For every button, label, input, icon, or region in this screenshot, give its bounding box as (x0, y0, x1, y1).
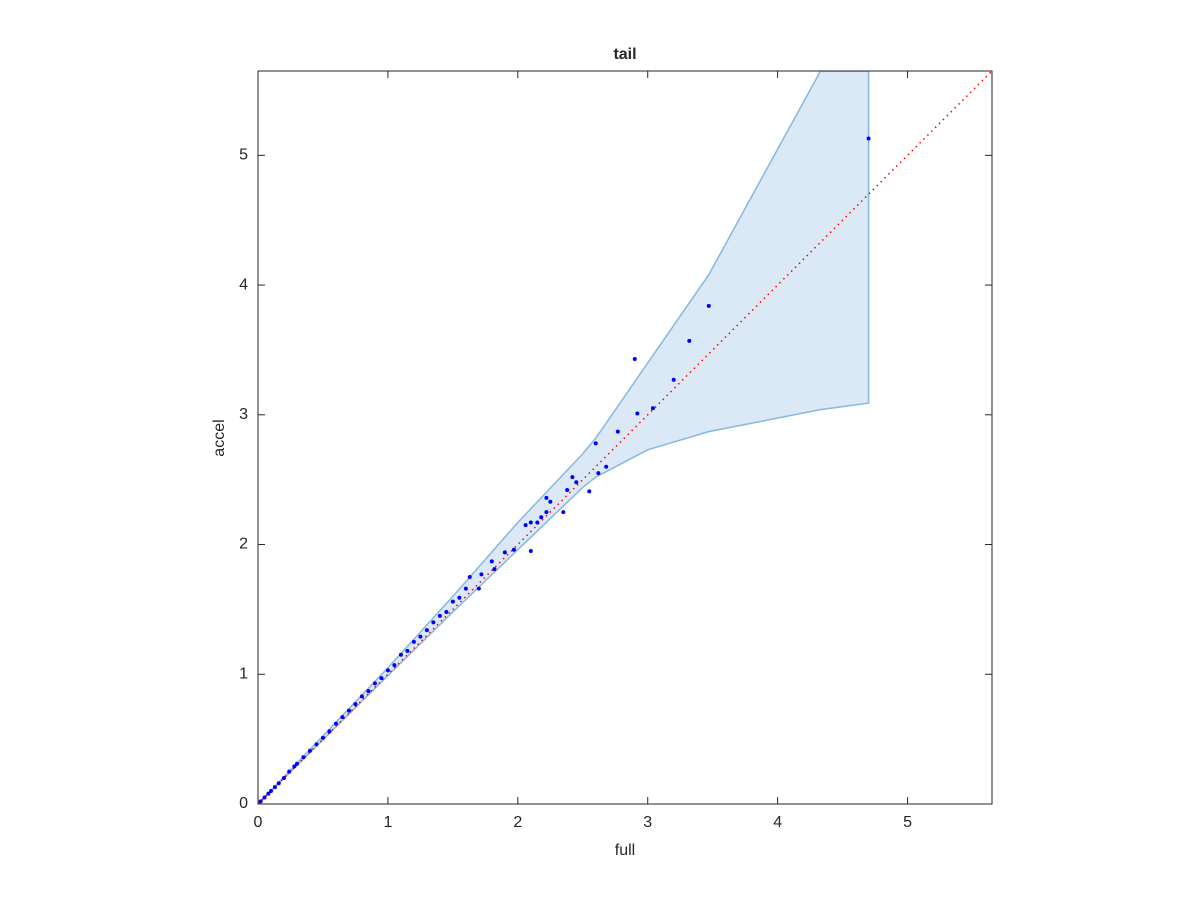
data-point (632, 357, 637, 362)
x-tick-label: 0 (254, 814, 263, 831)
data-point (457, 595, 462, 600)
data-point (535, 520, 540, 525)
data-point (268, 789, 273, 794)
data-point (405, 648, 410, 653)
x-tick-label: 3 (643, 814, 652, 831)
data-point (294, 761, 299, 766)
data-point (281, 776, 286, 781)
data-point (262, 795, 267, 800)
data-point (544, 495, 549, 500)
x-tick-label: 4 (773, 814, 782, 831)
y-tick-label: 2 (239, 536, 248, 553)
data-point (258, 799, 263, 804)
data-point (523, 523, 528, 528)
data-point (444, 609, 449, 614)
y-tick-label: 5 (239, 147, 248, 164)
y-tick-label: 1 (239, 665, 248, 682)
data-point (565, 488, 570, 493)
data-point (301, 755, 306, 760)
data-point (379, 676, 384, 681)
data-point (548, 499, 553, 504)
data-point (272, 785, 277, 790)
data-point (687, 338, 692, 343)
data-point (437, 613, 442, 618)
data-point (539, 515, 544, 520)
data-point (502, 550, 507, 555)
data-point (366, 689, 371, 694)
y-tick-label: 0 (239, 795, 248, 812)
data-point (307, 748, 312, 753)
data-point (340, 715, 345, 720)
data-point (346, 708, 351, 713)
x-axis-label: full (615, 842, 635, 859)
data-point (287, 769, 292, 774)
data-point (320, 735, 325, 740)
data-point (266, 791, 271, 796)
data-point (418, 634, 423, 639)
plot-area (258, 71, 992, 804)
y-tick-label: 3 (239, 406, 248, 423)
confidence-band (258, 71, 870, 804)
data-point (604, 464, 609, 469)
data-point (671, 377, 676, 382)
data-point (333, 721, 338, 726)
data-point (635, 411, 640, 416)
data-point (528, 549, 533, 554)
data-point (511, 547, 516, 552)
data-point (392, 663, 397, 668)
data-point (615, 429, 620, 434)
data-point (489, 559, 494, 564)
data-point (706, 303, 711, 308)
x-tick-label: 2 (513, 814, 522, 831)
data-point (587, 489, 592, 494)
data-point (570, 475, 575, 480)
data-point (476, 586, 481, 591)
data-point (866, 136, 871, 141)
axes-box (257, 70, 993, 805)
data-point (314, 742, 319, 747)
chart-title: tail (613, 46, 636, 63)
data-point (450, 599, 455, 604)
reference-line (258, 71, 992, 804)
data-point (463, 586, 468, 591)
data-point (424, 628, 429, 633)
data-point (544, 510, 549, 515)
data-point (385, 668, 390, 673)
data-point (492, 567, 497, 572)
axes: 0 1 2 3 4 5 0 1 2 3 4 5 (239, 70, 993, 831)
data-point (411, 639, 416, 644)
data-point (528, 520, 533, 525)
data-point (398, 652, 403, 657)
data-point (327, 729, 332, 734)
data-point (650, 406, 655, 411)
data-point (292, 764, 297, 769)
data-point (593, 441, 598, 446)
data-point (359, 694, 364, 699)
data-point (276, 781, 281, 786)
y-tick-label: 4 (239, 276, 248, 293)
data-point (574, 480, 579, 485)
data-point (467, 574, 472, 579)
data-point (431, 620, 436, 625)
data-point (372, 681, 377, 686)
x-tick-label: 1 (383, 814, 392, 831)
y-axis-label: accel (211, 419, 228, 456)
data-point (353, 702, 358, 707)
data-point (479, 572, 484, 577)
data-point (596, 471, 601, 476)
data-point (561, 510, 566, 515)
x-tick-label: 5 (903, 814, 912, 831)
